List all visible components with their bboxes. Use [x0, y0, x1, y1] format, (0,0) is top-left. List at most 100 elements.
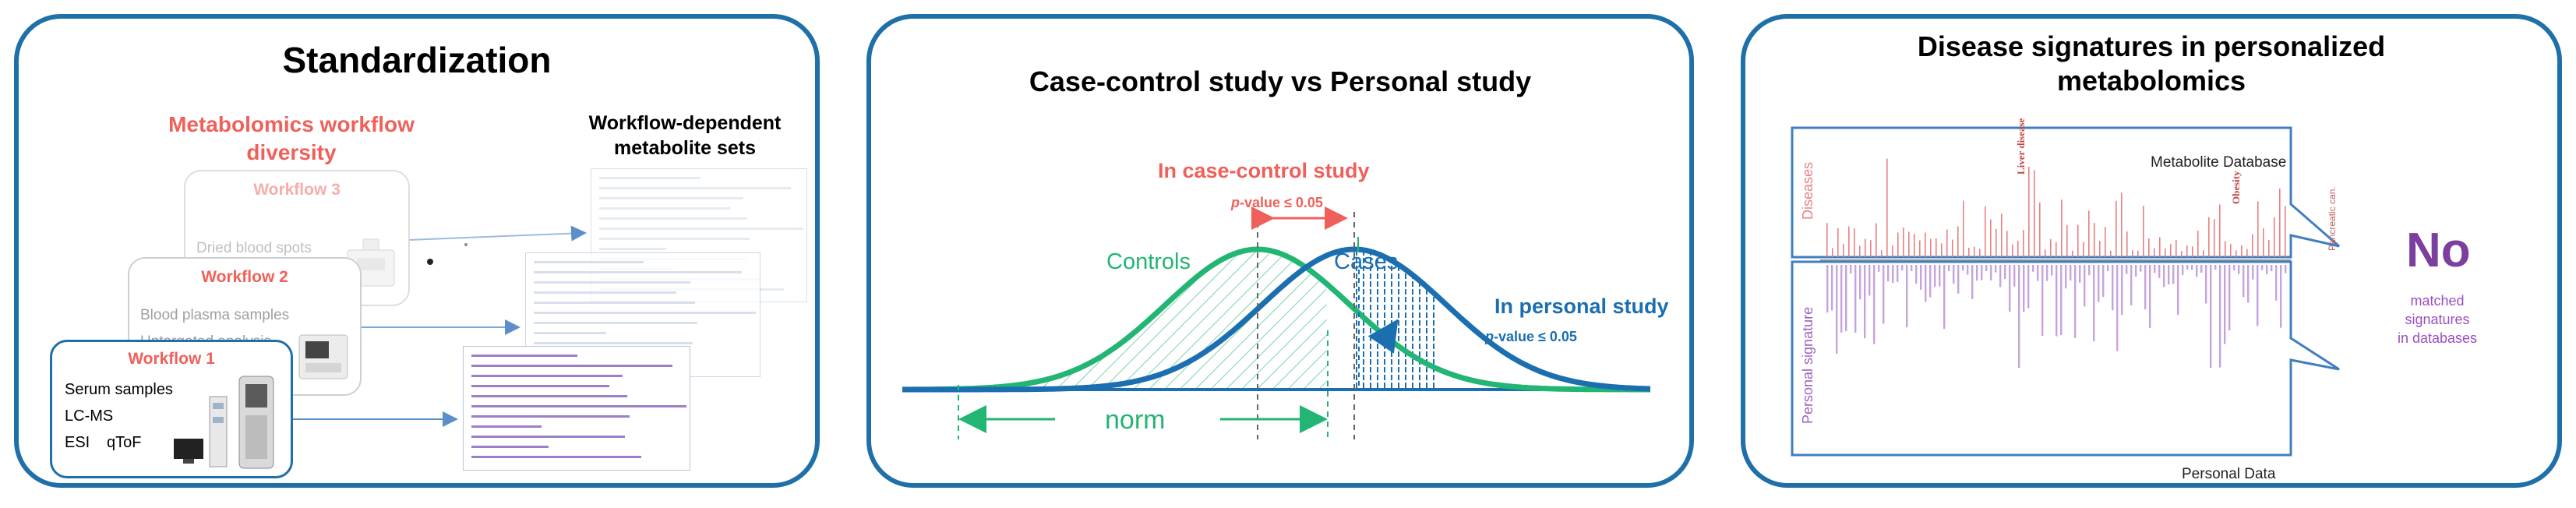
signature-bar: [2065, 265, 2067, 289]
disease-bar: [1886, 158, 1888, 257]
disease-bar: [2257, 201, 2259, 257]
signature-bar: [2027, 265, 2030, 309]
signature-bar: [2121, 265, 2123, 316]
signature-bar: [1934, 265, 1936, 288]
disease-bars: [1826, 158, 2286, 257]
signature-bar: [1920, 265, 1922, 290]
diversity-title-line2: diversity: [246, 140, 337, 164]
disease-name: Pancreatic can.: [2327, 186, 2338, 251]
signature-bar: [1887, 265, 1890, 282]
signature-chart: [1791, 126, 2340, 457]
signature-bar: [1985, 265, 1988, 271]
disease-bar: [2165, 249, 2166, 257]
database-frame: [1791, 126, 2340, 259]
signature-bar: [1854, 265, 1857, 333]
signature-bar: [2112, 265, 2114, 311]
disease-bar: [1897, 232, 1899, 257]
disease-bar: [2137, 250, 2139, 257]
diversity-title: Metabolomics workflow diversity: [159, 111, 424, 167]
disease-bar: [2279, 189, 2281, 257]
disease-bar: [1946, 229, 1948, 257]
signature-bar: [2079, 265, 2081, 283]
signature-bar: [2196, 265, 2198, 277]
case-control-pvalue: p-value ≤ 0.05: [1231, 195, 1323, 211]
signature-bars: [1826, 265, 2287, 369]
signature-bar: [2280, 265, 2282, 328]
signature-bar: [2252, 265, 2254, 280]
panel-title-line2: metabolomics: [2056, 65, 2246, 97]
signature-bar: [2205, 265, 2207, 304]
disease-bar: [2170, 244, 2172, 257]
disease-bar: [2175, 239, 2177, 257]
personal-frame: [1791, 260, 2340, 457]
set-entry-line: [471, 365, 673, 367]
norm-label: norm: [1105, 405, 1166, 435]
signature-bar: [1999, 265, 2002, 288]
controls-hatched-area: [958, 249, 1328, 390]
disease-bar: [2088, 210, 2090, 257]
disease-bar: [1919, 240, 1921, 257]
disease-bar: [1979, 249, 1981, 257]
pvalue-text: -value ≤ 0.05: [1494, 329, 1577, 344]
signature-bar: [1915, 265, 1918, 284]
disease-bar: [2001, 213, 2003, 257]
signature-bar: [1976, 265, 1978, 281]
diversity-title-line1: Metabolomics workflow: [168, 112, 415, 136]
signature-bar: [1864, 265, 1866, 339]
disease-bar: [2126, 231, 2128, 257]
controls-label: Controls: [1106, 249, 1191, 274]
workflow-1-item: Serum samples: [65, 381, 173, 398]
set-entry-line: [534, 271, 742, 273]
disease-bar: [2159, 237, 2161, 257]
matched-line2: signatures: [2405, 312, 2470, 327]
workflow-1-item: LC-MS: [65, 407, 114, 425]
signature-bar: [2191, 265, 2193, 270]
signature-bar: [2257, 265, 2259, 326]
signature-bar: [1957, 265, 1960, 294]
signature-bar: [1967, 265, 1969, 275]
signature-bar: [1850, 265, 1852, 273]
signature-bar: [1911, 265, 1913, 272]
signature-bar: [2182, 265, 2184, 275]
set-entry-line: [471, 405, 686, 407]
disease-bar: [1876, 223, 1877, 257]
disease-bar: [2034, 170, 2035, 257]
signature-bar: [2224, 265, 2226, 344]
pvalue-italic: p: [1485, 329, 1494, 344]
disease-bar: [1870, 240, 1872, 257]
signature-bar: [2060, 265, 2063, 335]
signature-bar: [2046, 265, 2048, 281]
set-entry-line: [599, 207, 731, 210]
panel-title: Case-control study vs Personal study: [1029, 65, 1532, 97]
disease-bar: [2012, 244, 2013, 257]
signature-bar: [1906, 265, 1908, 328]
matched-line1: matched: [2410, 293, 2465, 309]
signature-bar: [2154, 265, 2156, 273]
set-entry-line: [471, 415, 630, 418]
disease-bar: [1903, 228, 1904, 257]
signature-bar: [2168, 265, 2170, 285]
workflow-3-title: Workflow 3: [253, 181, 341, 199]
disease-bar: [1843, 244, 1844, 257]
signature-bar: [2243, 265, 2245, 298]
signature-bar: [2200, 265, 2203, 273]
disease-signatures-panel: Disease signatures in personalized metab…: [1741, 14, 2562, 488]
matched-text: matched signatures in databases: [2375, 291, 2500, 347]
disease-bar: [2154, 248, 2155, 257]
disease-bar: [2197, 231, 2199, 257]
workflow-2-card: Workflow 2 Blood plasma samples Untarget…: [128, 257, 362, 396]
set-entry-line: [599, 248, 666, 250]
disease-bar: [1859, 245, 1861, 257]
disease-bar: [2105, 227, 2106, 257]
disease-bar: [2181, 250, 2183, 257]
signature-bar: [1939, 265, 1941, 287]
signature-bar: [2233, 265, 2235, 270]
matched-line3: in databases: [2397, 330, 2478, 346]
set-entry-line: [534, 322, 697, 324]
signature-bar: [2102, 265, 2105, 298]
signature-bar: [2163, 265, 2165, 288]
signature-bar: [1943, 265, 1946, 330]
panel-title: Standardization: [282, 40, 552, 80]
signature-bar: [1990, 265, 1992, 280]
signature-bar: [2093, 265, 2095, 342]
